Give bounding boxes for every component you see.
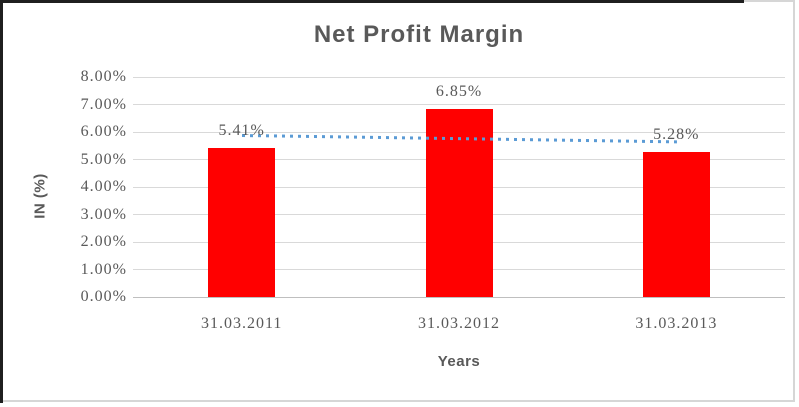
y-tick-label: 4.00% [80,178,127,195]
x-axis-line [133,296,785,298]
data-label: 6.85% [435,82,483,100]
y-tick-label: 5.00% [80,150,127,168]
y-tick-label: 7.00% [80,95,127,113]
x-tick-label: 31.03.2013 [635,315,718,332]
data-label: 5.41% [218,122,265,140]
chart-title: Net Profit Margin [313,21,525,48]
y-tick-label: 0.00% [80,288,127,305]
y-tick-label: 6.00% [80,123,127,140]
y-tick-label: 8.00% [80,68,127,85]
page-edge-top-line [0,0,744,3]
gridline [133,76,785,78]
y-tick-label: 2.00% [80,233,127,250]
page-edge-left-line [0,0,3,403]
y-tick-label: 3.00% [80,205,127,223]
x-tick-label: 31.03.2011 [200,315,283,332]
bar [642,151,710,297]
bar [208,148,276,297]
y-axis-title: IN (%) [31,173,49,219]
plot-area: 5.41% 6.85% 5.28% [133,76,785,298]
x-axis-title: Years [437,353,481,370]
data-label: 5.28% [653,125,700,143]
gridline [133,104,785,105]
y-tick-label: 1.00% [80,260,127,278]
x-tick-label: 31.03.2012 [418,315,500,332]
